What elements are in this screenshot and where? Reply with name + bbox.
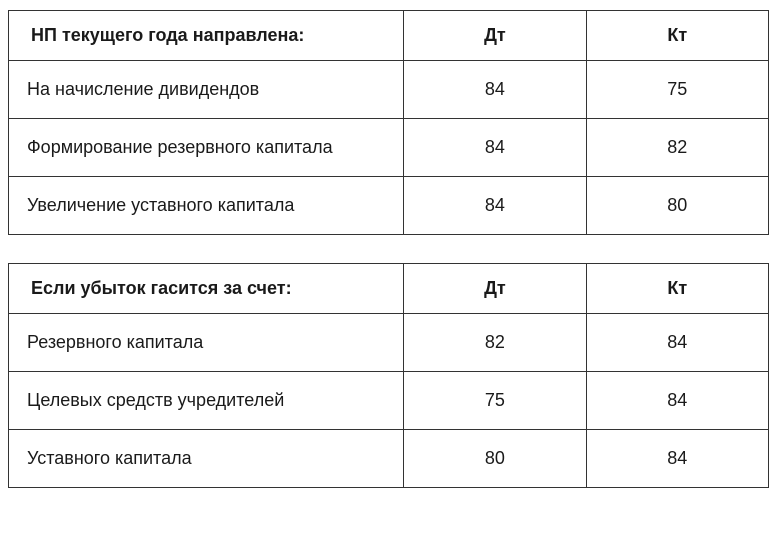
header-credit: Кт bbox=[586, 264, 768, 314]
header-description: НП текущего года направлена: bbox=[9, 11, 404, 61]
table: Если убыток гасится за счет: Дт Кт Резер… bbox=[8, 263, 769, 488]
table-row: Уставного капитала 80 84 bbox=[9, 430, 769, 488]
cell-credit: 80 bbox=[586, 177, 768, 235]
cell-credit: 82 bbox=[586, 119, 768, 177]
cell-description: Целевых средств учредителей bbox=[9, 372, 404, 430]
cell-credit: 84 bbox=[586, 372, 768, 430]
cell-debit: 84 bbox=[404, 119, 586, 177]
table-header-row: НП текущего года направлена: Дт Кт bbox=[9, 11, 769, 61]
header-debit: Дт bbox=[404, 264, 586, 314]
table-row: На начисление дивидендов 84 75 bbox=[9, 61, 769, 119]
table-row: Целевых средств учредителей 75 84 bbox=[9, 372, 769, 430]
cell-credit: 84 bbox=[586, 430, 768, 488]
cell-description: Формирование резервного капитала bbox=[9, 119, 404, 177]
cell-description: Увеличение уставного капитала bbox=[9, 177, 404, 235]
cell-description: На начисление дивидендов bbox=[9, 61, 404, 119]
cell-debit: 80 bbox=[404, 430, 586, 488]
table-header-row: Если убыток гасится за счет: Дт Кт bbox=[9, 264, 769, 314]
cell-debit: 82 bbox=[404, 314, 586, 372]
cell-description: Резервного капитала bbox=[9, 314, 404, 372]
cell-debit: 84 bbox=[404, 61, 586, 119]
table-row: Формирование резервного капитала 84 82 bbox=[9, 119, 769, 177]
profit-distribution-table: НП текущего года направлена: Дт Кт На на… bbox=[8, 10, 769, 235]
table: НП текущего года направлена: Дт Кт На на… bbox=[8, 10, 769, 235]
header-description: Если убыток гасится за счет: bbox=[9, 264, 404, 314]
table-row: Резервного капитала 82 84 bbox=[9, 314, 769, 372]
cell-credit: 75 bbox=[586, 61, 768, 119]
cell-description: Уставного капитала bbox=[9, 430, 404, 488]
loss-coverage-table: Если убыток гасится за счет: Дт Кт Резер… bbox=[8, 263, 769, 488]
cell-credit: 84 bbox=[586, 314, 768, 372]
cell-debit: 84 bbox=[404, 177, 586, 235]
table-row: Увеличение уставного капитала 84 80 bbox=[9, 177, 769, 235]
header-credit: Кт bbox=[586, 11, 768, 61]
cell-debit: 75 bbox=[404, 372, 586, 430]
header-debit: Дт bbox=[404, 11, 586, 61]
